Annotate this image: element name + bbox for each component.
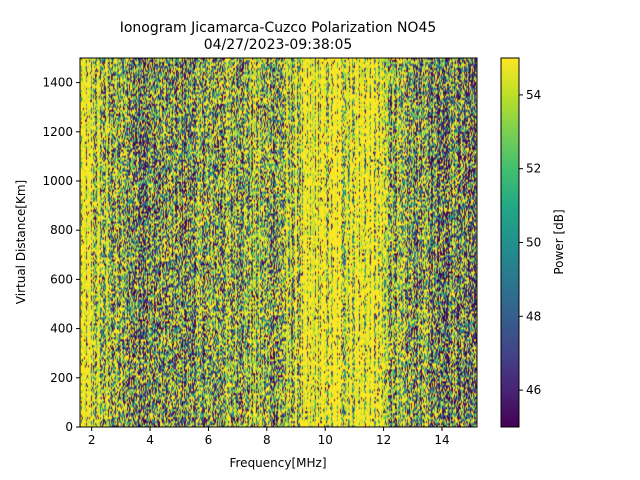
y-tick-label: 800 [50,223,73,237]
x-tick-label: 8 [263,433,271,447]
plot-frame [79,57,478,428]
y-tick-label: 0 [65,420,73,434]
y-tick-label: 600 [50,272,73,286]
x-tick-label: 4 [146,433,154,447]
chart-title: Ionogram Jicamarca-Cuzco Polarization NO… [120,20,437,36]
colorbar-tick-label: 48 [526,309,541,323]
x-tick-label: 2 [88,433,96,447]
y-tick-label: 1200 [42,125,73,139]
y-tick-label: 200 [50,371,73,385]
y-axis-label: Virtual Distance[Km] [14,180,28,304]
colorbar-label: Power [dB] [552,209,566,274]
x-tick-label: 14 [434,433,449,447]
y-tick-label: 400 [50,322,73,336]
y-tick-label: 1400 [42,76,73,90]
colorbar-ticks: 46 48 50 52 54 [519,88,541,397]
y-tick-label: 1000 [42,174,73,188]
x-tick-label: 10 [318,433,333,447]
heatmap-image [80,58,477,427]
chart-subtitle: 04/27/2023-09:38:05 [204,37,353,53]
x-tick-label: 6 [205,433,213,447]
colorbar-tick-label: 52 [526,162,541,176]
colorbar [500,57,520,428]
x-tick-label: 12 [376,433,391,447]
y-axis-ticks: 0 200 400 600 800 1000 1200 1400 [42,76,80,434]
colorbar-tick-label: 50 [526,236,541,250]
x-axis-label: Frequency[MHz] [229,456,326,470]
colorbar-tick-label: 46 [526,383,541,397]
x-axis-ticks: 2 4 6 8 10 12 14 [88,427,450,447]
colorbar-tick-label: 54 [526,88,541,102]
